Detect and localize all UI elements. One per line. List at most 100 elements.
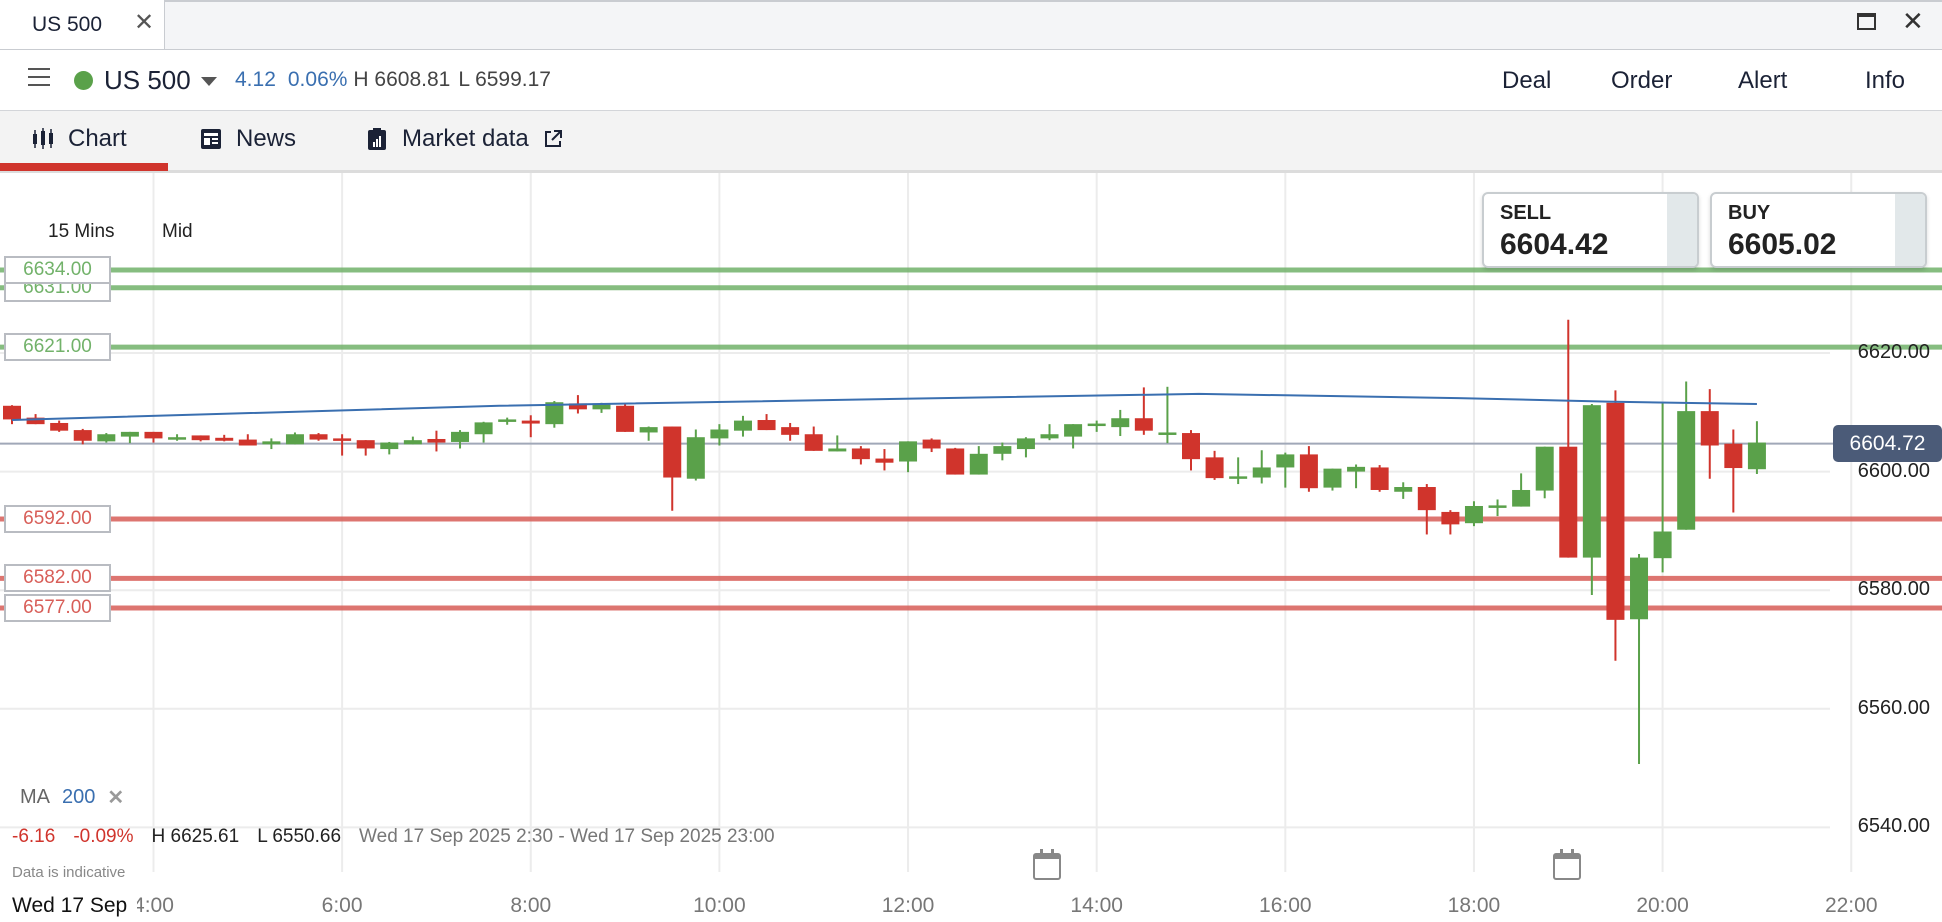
sell-price: 6604.42 <box>1500 228 1609 261</box>
candle-up <box>1276 454 1295 468</box>
tab-chart-label: Chart <box>68 125 127 152</box>
sell-strip <box>1667 194 1697 266</box>
candle-down <box>1417 487 1436 511</box>
candle-down <box>1205 457 1224 479</box>
time-axis-label: 12:00 <box>881 894 935 917</box>
candle-down <box>3 405 21 420</box>
range-high: H 6625.61 <box>151 826 240 847</box>
candle-up <box>285 434 304 445</box>
candle-up <box>592 403 611 410</box>
candle-up <box>498 419 517 422</box>
remove-indicator-icon[interactable]: ✕ <box>107 787 125 809</box>
tab-news[interactable]: News <box>200 125 296 153</box>
candle-down <box>616 405 635 432</box>
calendar-icon[interactable] <box>1033 849 1061 880</box>
close-icon[interactable]: ✕ <box>134 9 155 36</box>
date-label: Wed 17 Sep <box>0 890 138 922</box>
candle-down <box>1559 446 1578 558</box>
candle-up <box>1016 438 1035 450</box>
candle-up <box>1252 467 1271 478</box>
change-percent: 0.06% <box>287 68 348 91</box>
candle-down <box>1134 418 1153 431</box>
alert-button[interactable]: Alert <box>1738 67 1788 94</box>
deal-button[interactable]: Deal <box>1502 67 1552 94</box>
buy-button[interactable]: BUY 6605.02 <box>1710 192 1927 268</box>
candle-up <box>828 448 847 452</box>
candle-up <box>969 453 988 475</box>
time-axis-label: 8:00 <box>510 894 552 917</box>
clipboard-chart-icon <box>368 128 386 150</box>
price-type-selector[interactable]: Mid <box>162 221 193 242</box>
buy-strip <box>1895 194 1925 266</box>
high-value: H 6608.81 <box>353 68 451 91</box>
candle-down <box>191 435 210 441</box>
time-axis-label: 10:00 <box>693 894 746 917</box>
sell-label: SELL <box>1500 202 1552 224</box>
time-axis-label: 6:00 <box>321 894 363 917</box>
low-value: L 6599.17 <box>458 68 551 91</box>
candle-up <box>899 441 918 462</box>
candle-up <box>474 422 493 435</box>
candle-up <box>262 441 281 445</box>
sell-button[interactable]: SELL 6604.42 <box>1482 192 1699 268</box>
candle-down <box>1370 467 1389 490</box>
time-axis-label: 22:00 <box>1824 894 1878 917</box>
candlestick-icon <box>33 128 53 149</box>
window-close-icon[interactable]: ✕ <box>1902 6 1924 36</box>
change-value: 4.12 <box>235 68 276 91</box>
candle-up <box>1229 476 1248 479</box>
current-price-badge: 6604.72 <box>1833 425 1942 462</box>
candle-down <box>663 426 682 478</box>
candle-up <box>1653 531 1672 559</box>
level-label[interactable]: 6577.00 <box>4 593 111 622</box>
maximize-icon[interactable] <box>1857 13 1876 30</box>
candle-up <box>97 434 116 442</box>
candle-down <box>73 430 92 441</box>
indicator-period[interactable]: 200 <box>62 786 96 808</box>
candle-down <box>1299 454 1318 489</box>
candle-down <box>757 420 776 431</box>
calendar-icon[interactable] <box>1553 849 1581 880</box>
buy-price: 6605.02 <box>1728 228 1837 261</box>
candle-up <box>380 442 399 450</box>
candle-down <box>1724 443 1743 469</box>
candle-down <box>804 434 823 451</box>
price-chart[interactable] <box>0 172 1942 920</box>
candle-up <box>1064 424 1083 437</box>
timeframe-selector[interactable]: 15 Mins <box>48 221 115 242</box>
market-status-dot <box>74 71 93 90</box>
info-button[interactable]: Info <box>1865 67 1906 94</box>
range-change-percent: -0.09% <box>73 826 134 847</box>
candle-up <box>451 431 470 442</box>
candle-up <box>1323 468 1342 488</box>
candle-down <box>144 431 163 439</box>
candle-up <box>120 431 139 437</box>
level-label[interactable]: 6582.00 <box>4 564 111 593</box>
range-summary: -6.16 -0.09% H 6625.61 L 6550.66 Wed 17 … <box>12 826 793 848</box>
level-label[interactable]: 6634.00 <box>4 255 111 284</box>
tab-market-data[interactable]: Market data <box>366 125 563 153</box>
time-axis-label: 4:00 <box>133 894 174 917</box>
time-axis-label: 20:00 <box>1636 894 1689 917</box>
candle-up <box>403 440 422 445</box>
candle-up <box>545 402 564 425</box>
order-button[interactable]: Order <box>1611 67 1673 94</box>
level-label[interactable]: 6621.00 <box>4 333 111 362</box>
range-change: -6.16 <box>12 826 56 847</box>
tab-us500[interactable]: US 500 <box>0 0 165 49</box>
level-label[interactable]: 6592.00 <box>4 505 111 534</box>
candle-down <box>922 439 941 449</box>
tab-chart[interactable]: Chart <box>32 125 127 153</box>
caret-down-icon[interactable] <box>201 77 217 86</box>
time-axis-label: 18:00 <box>1447 894 1501 917</box>
candle-up <box>1347 466 1366 472</box>
candle-down <box>333 438 352 441</box>
candle-up <box>1158 432 1177 435</box>
hamburger-menu-icon[interactable] <box>28 68 50 86</box>
candle-down <box>26 417 45 425</box>
candle-down <box>781 427 800 435</box>
market-name[interactable]: US 500 <box>104 65 191 95</box>
candle-down <box>1700 411 1719 446</box>
candle-up <box>1394 487 1413 492</box>
price-axis-label: 6540.00 <box>1857 815 1930 838</box>
